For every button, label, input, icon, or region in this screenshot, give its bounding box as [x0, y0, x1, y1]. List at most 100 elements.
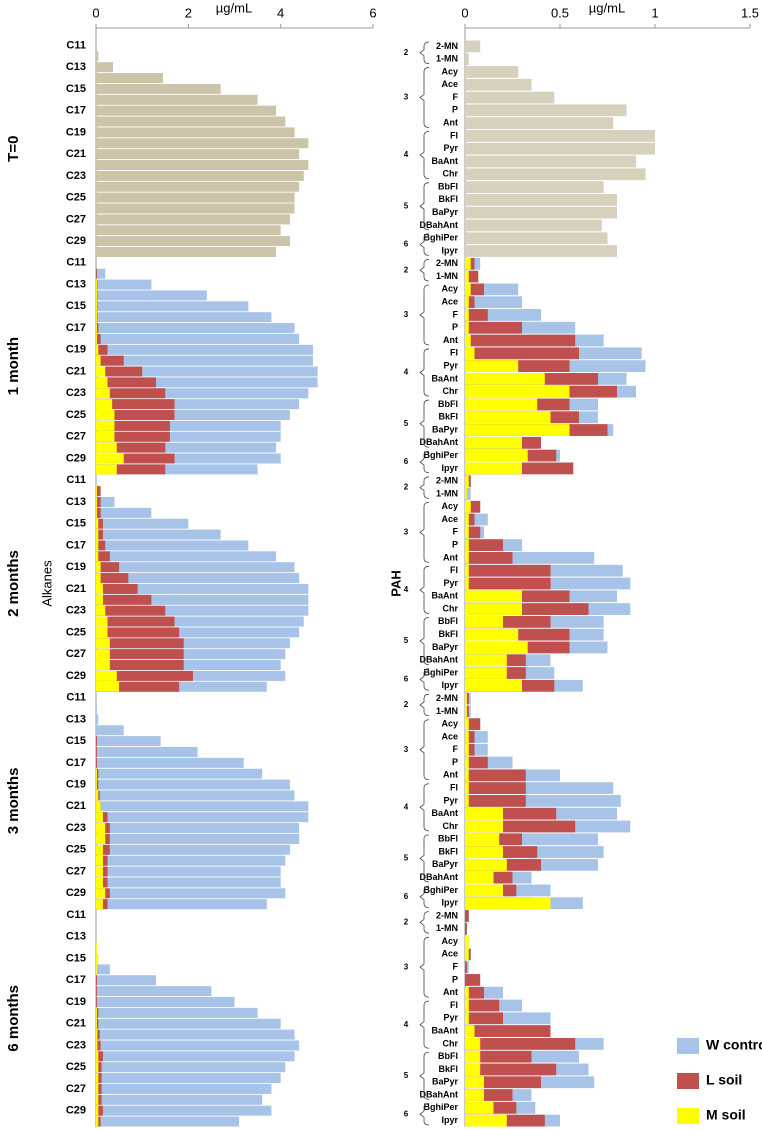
ring-brace	[419, 501, 430, 563]
group-label: 3 months	[5, 768, 22, 835]
bar	[96, 877, 103, 888]
category-label: 2-MN	[436, 693, 458, 703]
ring-brace	[419, 1000, 430, 1049]
category-label: C25	[66, 844, 86, 856]
bar	[465, 309, 541, 321]
bar	[465, 628, 519, 641]
bar	[96, 431, 115, 442]
category-label: C27	[66, 865, 86, 877]
bar	[96, 660, 281, 671]
bar	[465, 1063, 557, 1076]
category-label: BbFl	[438, 616, 458, 626]
bar	[96, 464, 166, 475]
category-label: DBahAnt	[420, 872, 459, 882]
category-label: C11	[66, 909, 86, 921]
category-label: C29	[66, 887, 86, 899]
bar	[96, 366, 143, 377]
bar	[96, 1083, 272, 1094]
bar	[96, 1094, 99, 1105]
ring-label: 3	[404, 962, 409, 971]
bar	[96, 290, 97, 301]
category-label: BkFl	[438, 1064, 458, 1074]
x-tick-label: 0	[92, 5, 99, 20]
bar	[465, 309, 488, 321]
bar	[465, 539, 469, 552]
ring-label: 3	[404, 93, 409, 102]
category-label: F	[453, 744, 459, 754]
bar	[465, 974, 481, 986]
bar	[96, 790, 99, 801]
category-label: C29	[66, 670, 86, 682]
bar	[96, 377, 157, 388]
bar	[96, 823, 300, 834]
bar	[96, 420, 115, 431]
bar	[96, 181, 300, 192]
category-label: C23	[66, 822, 86, 834]
category-label: C29	[66, 1105, 86, 1117]
bar	[465, 142, 655, 155]
bar	[465, 667, 507, 679]
category-label: Acy	[441, 936, 458, 946]
bar	[465, 168, 646, 181]
bar	[96, 1007, 258, 1018]
bar	[465, 769, 526, 782]
ring-brace	[419, 783, 430, 832]
bar	[96, 996, 235, 1007]
category-label: 2-MN	[436, 41, 458, 51]
ring-label: 2	[404, 265, 409, 274]
bar	[96, 583, 309, 594]
bar	[465, 181, 604, 193]
bar	[96, 1073, 281, 1084]
category-label: C13	[66, 496, 86, 508]
bar	[96, 605, 106, 616]
bar	[96, 942, 97, 953]
bar	[96, 899, 267, 910]
bar	[96, 964, 110, 975]
bar	[465, 807, 503, 820]
bar	[96, 355, 124, 366]
bar	[96, 855, 103, 866]
bar	[96, 333, 300, 344]
category-label: C23	[66, 170, 86, 182]
ring-label: 4	[404, 585, 409, 594]
bar	[465, 1012, 503, 1025]
x-tick-label: 0	[461, 5, 468, 20]
bar	[465, 513, 488, 526]
bar	[465, 347, 475, 360]
category-label: C23	[66, 1039, 86, 1051]
bar	[96, 529, 221, 540]
bar	[96, 649, 110, 660]
bar	[465, 539, 503, 552]
bar	[465, 795, 526, 807]
bar	[465, 257, 471, 270]
category-label: C17	[66, 322, 86, 334]
bar	[96, 768, 99, 779]
category-label: BbFl	[438, 399, 458, 409]
bar	[96, 986, 97, 997]
category-label: Acy	[441, 284, 458, 294]
category-label: Pyr	[443, 795, 458, 805]
category-label: C23	[66, 387, 86, 399]
bar	[465, 999, 500, 1012]
bar	[465, 782, 526, 794]
category-label: Ace	[441, 514, 458, 524]
bar	[96, 420, 170, 431]
legend-swatch	[677, 1038, 699, 1054]
category-label: C15	[66, 735, 86, 747]
category-label: Ipyr	[441, 898, 458, 908]
bar	[96, 399, 175, 410]
category-label: DBahAnt	[420, 1089, 459, 1099]
bar	[465, 1101, 494, 1114]
x-tick-label: 1.5	[741, 5, 759, 20]
bar	[465, 1037, 481, 1050]
bar	[96, 670, 193, 681]
category-label: C13	[66, 931, 86, 943]
category-label: BbFl	[438, 834, 458, 844]
category-label: Ipyr	[441, 245, 458, 255]
bar	[96, 551, 277, 562]
bar	[465, 577, 469, 590]
bar	[96, 312, 272, 323]
bar	[465, 488, 471, 500]
bar	[96, 573, 300, 584]
category-label: DBahAnt	[420, 220, 459, 230]
